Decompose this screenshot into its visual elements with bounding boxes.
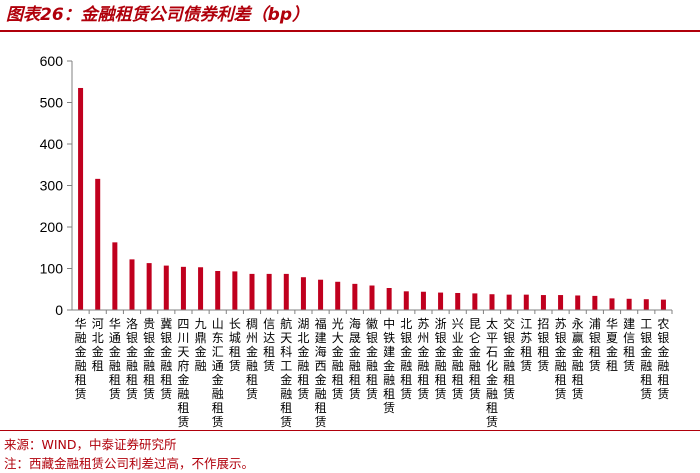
bar bbox=[558, 295, 564, 310]
x-tick-label: 苏州金融租赁 bbox=[417, 317, 429, 401]
bar bbox=[335, 281, 341, 310]
bar bbox=[180, 266, 186, 310]
bar bbox=[352, 283, 358, 310]
bar bbox=[198, 267, 204, 310]
bar bbox=[660, 299, 666, 310]
x-tick-label: 长城租赁 bbox=[229, 317, 241, 373]
y-tick-label: 0 bbox=[55, 302, 63, 318]
x-tick-label: 建信租赁 bbox=[623, 317, 635, 373]
bar bbox=[249, 273, 255, 310]
x-tick-label: 湖北金融租赁 bbox=[297, 316, 309, 401]
bar bbox=[283, 273, 289, 310]
x-tick-label: 中铁建金融租赁 bbox=[383, 316, 395, 415]
bar bbox=[215, 270, 221, 310]
bars bbox=[78, 87, 666, 310]
y-tick-label: 100 bbox=[40, 261, 64, 277]
bar bbox=[95, 178, 101, 310]
bar bbox=[318, 279, 324, 310]
x-tick-label: 太平石化金融租赁 bbox=[486, 316, 498, 429]
x-tick-label: 苏银金融租赁 bbox=[555, 317, 567, 401]
x-tick-label: 招银租赁 bbox=[537, 317, 549, 373]
bar bbox=[626, 298, 632, 310]
bar bbox=[112, 242, 118, 310]
x-tick-label: 华夏金租 bbox=[606, 317, 618, 373]
bar bbox=[643, 299, 649, 310]
x-tick-label: 贵银金融租赁 bbox=[143, 317, 155, 401]
footer-divider bbox=[0, 430, 700, 431]
y-axis: 0 100 200 300 400 500 600 bbox=[40, 53, 73, 318]
bar bbox=[163, 265, 169, 310]
y-tick-label: 400 bbox=[40, 136, 64, 152]
bar bbox=[266, 273, 272, 310]
x-tick-label: 徽银金融租赁 bbox=[366, 316, 378, 401]
x-tick-label: 福建海西金融租赁 bbox=[315, 316, 327, 429]
bar bbox=[420, 291, 426, 310]
bar bbox=[489, 294, 495, 310]
x-tick-label: 光大金融租赁 bbox=[332, 317, 344, 401]
bar bbox=[523, 294, 529, 310]
x-tick-label: 北银金融租赁 bbox=[400, 317, 412, 401]
x-tick-label: 信达租赁 bbox=[263, 317, 275, 373]
bar bbox=[506, 294, 512, 310]
bar bbox=[438, 292, 444, 310]
bar bbox=[300, 277, 306, 310]
x-tick-label: 浦银租赁 bbox=[589, 317, 601, 373]
x-tick-label: 兴业金融租赁 bbox=[452, 317, 464, 401]
bar-chart: 0 100 200 300 400 500 600 华融金融租赁河北金租华通金融租赁洛银金融… bbox=[40, 53, 673, 429]
x-tick-label: 洛银金融租赁 bbox=[126, 316, 138, 401]
x-tick-label: 稠州金融租赁 bbox=[246, 317, 258, 401]
bar bbox=[609, 298, 615, 310]
x-tick-label: 永赢金融租赁 bbox=[572, 317, 584, 401]
x-tick-label: 华通金融租赁 bbox=[109, 317, 121, 401]
x-tick-label: 华融金融租赁 bbox=[75, 317, 87, 401]
bar bbox=[232, 271, 238, 310]
x-tick-label: 九鼎金融 bbox=[195, 317, 207, 373]
bar bbox=[386, 288, 392, 310]
x-tick-label: 农银金融租赁 bbox=[657, 317, 669, 401]
y-tick-label: 300 bbox=[40, 178, 64, 194]
x-tick-label: 交银金融租赁 bbox=[503, 316, 515, 401]
bar bbox=[369, 285, 375, 310]
y-tick-label: 500 bbox=[40, 95, 64, 111]
y-tick-label: 200 bbox=[40, 219, 64, 235]
x-tick-label: 航天科工金融租赁 bbox=[280, 316, 292, 429]
x-tick-label: 海晟金融租赁 bbox=[349, 316, 361, 401]
x-tick-label: 昆仑金融租赁 bbox=[469, 317, 481, 401]
bar bbox=[472, 293, 478, 310]
y-tick-label: 600 bbox=[40, 53, 64, 69]
title-divider bbox=[0, 30, 700, 32]
x-tick-label: 河北金租 bbox=[92, 317, 104, 373]
x-tick-label: 江苏租赁 bbox=[520, 317, 532, 373]
chart-title: 图表26：金融租赁公司债券利差（bp） bbox=[6, 5, 309, 25]
bar bbox=[403, 291, 409, 310]
bar bbox=[592, 295, 598, 310]
x-tick-label: 浙银金融租赁 bbox=[435, 317, 447, 401]
footnote: 注：西藏金融租赁公司利差过高，不作展示。 bbox=[4, 456, 255, 471]
x-tick-label: 工银金融租赁 bbox=[640, 317, 652, 401]
x-tick-label: 山东汇通金融租赁 bbox=[212, 317, 224, 429]
x-axis: 华融金融租赁河北金租华通金融租赁洛银金融租赁贵银金融租赁冀银金融租赁四川天府金融… bbox=[72, 309, 673, 429]
source-note: 来源：WIND，中泰证券研究所 bbox=[4, 437, 177, 452]
bar bbox=[129, 259, 135, 310]
x-tick-label: 冀银金融租赁 bbox=[160, 317, 172, 401]
bar bbox=[540, 295, 546, 310]
bar bbox=[146, 263, 152, 310]
x-tick-label: 四川天府金融租赁 bbox=[177, 317, 189, 429]
bar bbox=[575, 295, 581, 310]
bar bbox=[78, 87, 84, 310]
bar bbox=[455, 292, 461, 310]
